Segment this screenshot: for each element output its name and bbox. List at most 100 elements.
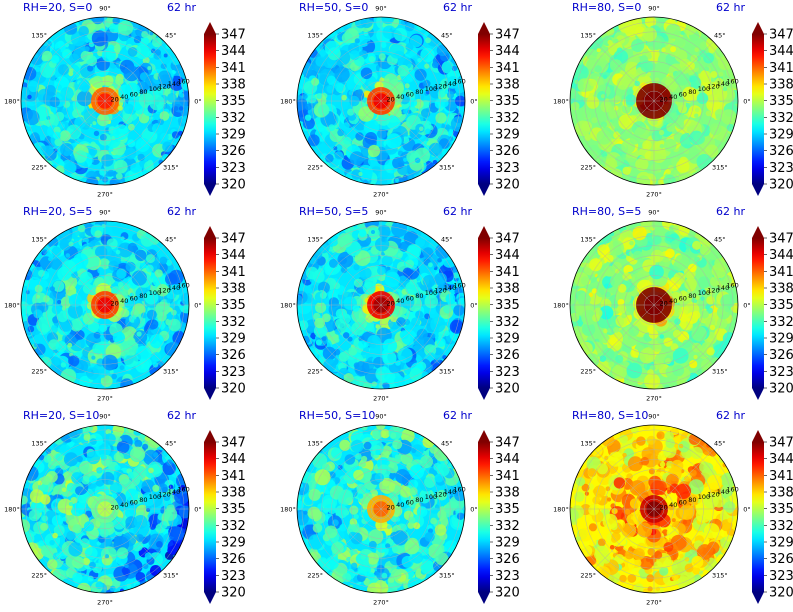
colorbar-extend-max [478, 22, 490, 34]
colorbar-tick-label: 344 [221, 44, 246, 59]
panel-title: RH=20, S=5 [23, 205, 92, 218]
colorbar-tick-label: 347 [495, 232, 520, 247]
colorbar-tick-label: 323 [769, 161, 793, 176]
angle-tick-label: 90° [99, 413, 111, 421]
radial-tick-label: 100 [698, 85, 710, 93]
radial-tick-label: 120 [707, 83, 719, 91]
angle-tick-label: 180° [553, 302, 569, 310]
polar-frame [569, 424, 739, 594]
colorbar-gradient [752, 442, 764, 592]
colorbar-tick-label: 338 [769, 486, 793, 501]
polar-frame [20, 424, 190, 594]
heatmap-field [21, 17, 189, 185]
radial-tick-label: 80 [139, 88, 147, 96]
radial-tick-label: 160 [453, 78, 465, 86]
colorbar-extend-min [752, 592, 764, 604]
colorbar-tick-label: 329 [221, 128, 246, 143]
colorbar-tick-label: 344 [221, 248, 246, 263]
polar-grid [21, 17, 189, 185]
radial-tick-label: 120 [434, 491, 446, 499]
radial-tick-label: 40 [120, 501, 128, 509]
colorbar-extend-min [752, 184, 764, 196]
angle-tick-label: 180° [4, 98, 20, 106]
radial-tick-label: 140 [444, 284, 456, 292]
radial-tick-label: 120 [707, 287, 719, 295]
colorbar-tick-label: 338 [221, 282, 246, 297]
angle-tick-label: 225° [580, 571, 596, 579]
colorbar-tick-label: 347 [495, 28, 520, 43]
angle-tick-label: 0° [470, 506, 477, 514]
panel-time-label: 62 hr [716, 1, 745, 14]
angle-tick-label: 0° [743, 506, 750, 514]
colorbar-tick-label: 332 [495, 111, 520, 126]
colorbar-tick-label: 329 [495, 128, 520, 143]
colorbar-gradient [204, 442, 216, 592]
colorbar-extend-min [204, 388, 216, 400]
angle-tick-label: 180° [553, 506, 569, 514]
colorbar-extend-max [752, 226, 764, 238]
colorbar-tick-label: 326 [495, 552, 520, 567]
angle-tick-label: 45° [165, 236, 177, 244]
colorbar-tick-label: 338 [221, 486, 246, 501]
radial-tick-label: 60 [679, 498, 687, 506]
panel-time-label: 62 hr [443, 205, 472, 218]
angle-tick-label: 225° [31, 367, 47, 375]
colorbar-tick-label: 335 [221, 94, 246, 109]
colorbar-tick-label: 332 [495, 315, 520, 330]
polar-grid [21, 425, 189, 593]
colorbar-tick-label: 335 [769, 298, 793, 313]
angle-tick-label: 225° [31, 163, 47, 171]
colorbar-tick-label: 329 [495, 536, 520, 551]
colorbar-tick-label: 320 [495, 382, 520, 397]
angle-tick-label: 315° [163, 163, 179, 171]
colorbar-tick-label: 320 [769, 382, 793, 397]
angle-tick-label: 225° [307, 367, 323, 375]
angle-tick-label: 90° [648, 413, 660, 421]
radial-tick-label: 80 [139, 496, 147, 504]
colorbar-tick-label: 347 [769, 28, 793, 43]
panel-title: RH=20, S=10 [23, 409, 99, 422]
colorbar-tick-label: 326 [221, 348, 246, 363]
colorbar-gradient [752, 34, 764, 184]
polar-frame [296, 424, 466, 594]
radial-tick-label: 20 [111, 95, 119, 103]
colorbar-tick-label: 341 [221, 469, 246, 484]
heatmap-field [297, 221, 465, 389]
colorbar-tick-label: 338 [495, 282, 520, 297]
polar-grid [297, 221, 465, 389]
polar-grid [570, 17, 738, 185]
colorbar-tick-label: 326 [769, 348, 793, 363]
angle-tick-label: 270° [646, 599, 662, 607]
colorbar-tick-label: 341 [769, 61, 793, 76]
panel-time-label: 62 hr [167, 1, 196, 14]
colorbar-gradient [478, 34, 490, 184]
angle-tick-label: 135° [31, 440, 47, 448]
colorbar-tick-label: 341 [769, 265, 793, 280]
radial-tick-label: 100 [149, 493, 161, 501]
panel-title: RH=80, S=10 [572, 409, 648, 422]
angle-tick-label: 315° [712, 367, 728, 375]
colorbar-tick-label: 344 [495, 44, 520, 59]
angle-tick-label: 180° [280, 506, 296, 514]
radial-tick-label: 60 [679, 294, 687, 302]
colorbar-tick-label: 338 [495, 78, 520, 93]
colorbar-tick-label: 344 [495, 452, 520, 467]
angle-tick-label: 45° [165, 440, 177, 448]
colorbar-tick-label: 335 [221, 298, 246, 313]
angle-tick-label: 45° [441, 236, 453, 244]
colorbar-tick-label: 329 [221, 536, 246, 551]
angle-tick-label: 315° [439, 163, 455, 171]
angle-tick-label: 315° [439, 571, 455, 579]
angle-tick-label: 90° [375, 413, 387, 421]
colorbar-tick-label: 335 [495, 298, 520, 313]
radial-tick-label: 60 [406, 498, 414, 506]
radial-tick-label: 120 [434, 287, 446, 295]
angle-tick-label: 45° [714, 236, 726, 244]
colorbar-tick-label: 320 [221, 178, 246, 193]
radial-tick-label: 160 [177, 78, 189, 86]
